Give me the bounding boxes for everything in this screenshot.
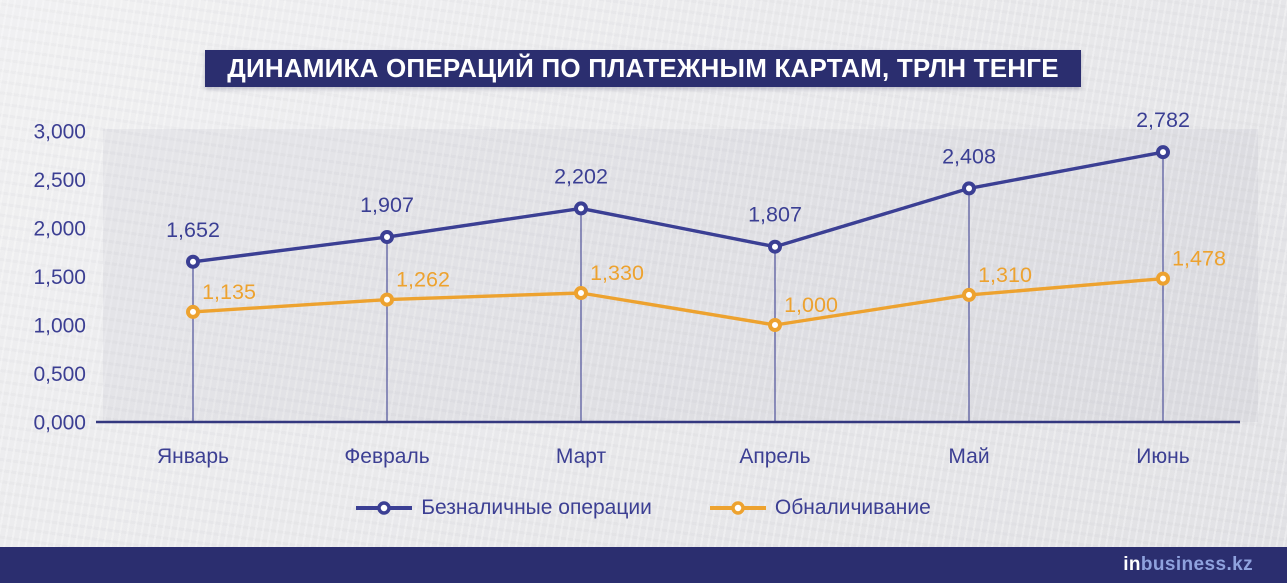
chart-legend: Безналичные операции Обналичивание: [0, 496, 1287, 520]
value-label-1-0: 1,135: [202, 280, 256, 304]
data-point-0-Май: [962, 181, 976, 196]
data-point-1-Март: [574, 285, 588, 300]
value-label-1-3: 1,000: [784, 293, 838, 317]
legend-line-marker-icon: [709, 501, 766, 515]
y-tick-label-3: 1,500: [33, 266, 86, 289]
series-line-0: [192, 150, 1164, 264]
value-label-1-5: 1,478: [1172, 247, 1226, 271]
y-tick-label-0: 0,000: [33, 412, 86, 435]
x-tick-label-4: Май: [948, 445, 989, 468]
value-label-1-2: 1,330: [590, 261, 644, 285]
legend-item-cashless: Безналичные операции: [356, 496, 652, 520]
inbusiness-logo: inbusiness.kz: [1123, 554, 1253, 576]
data-point-0-Июнь: [1156, 145, 1170, 160]
data-point-0-Апрель: [768, 239, 782, 254]
chart-title: ДИНАМИКА ОПЕРАЦИЙ ПО ПЛАТЕЖНЫМ КАРТАМ, Т…: [227, 53, 1059, 83]
value-label-0-0: 1,652: [166, 218, 220, 242]
data-point-1-Февраль: [380, 292, 394, 307]
data-point-0-Январь: [186, 254, 200, 269]
legend-label-cashless: Безналичные операции: [421, 496, 652, 519]
value-label-0-2: 2,202: [554, 164, 608, 188]
y-tick-label-5: 2,500: [33, 169, 86, 192]
series-line-1: [192, 276, 1164, 327]
plot-panel: [103, 129, 1258, 422]
logo-prefix: in: [1123, 554, 1141, 575]
y-tick-label-2: 1,000: [33, 315, 86, 338]
y-tick-label-1: 0,500: [33, 363, 86, 386]
x-tick-label-5: Июнь: [1136, 445, 1189, 468]
line-chart-svg: 1,652 1,907 2,202 1,807 2,408 2,782 1,135 1,262…: [33, 108, 1258, 468]
x-tick-label-2: Март: [556, 445, 607, 468]
value-label-0-1: 1,907: [360, 193, 414, 217]
data-point-1-Июнь: [1156, 271, 1170, 286]
legend-label-cashout: Обналичивание: [774, 496, 931, 519]
chart-title-bar: ДИНАМИКА ОПЕРАЦИЙ ПО ПЛАТЕЖНЫМ КАРТАМ, Т…: [205, 50, 1081, 87]
footer-bar: inbusiness.kz: [0, 547, 1287, 583]
x-tick-label-0: Январь: [157, 445, 229, 468]
y-tick-label-4: 2,000: [33, 218, 86, 241]
x-tick-label-1: Февраль: [344, 445, 429, 468]
logo-suffix: business.kz: [1140, 554, 1253, 575]
value-label-1-1: 1,262: [396, 268, 450, 292]
data-point-1-Январь: [186, 304, 200, 319]
legend-line-marker-icon: [356, 501, 413, 515]
value-label-0-4: 2,408: [942, 144, 996, 168]
x-tick-label-3: Апрель: [739, 445, 810, 468]
data-point-0-Март: [574, 201, 588, 216]
legend-item-cashout: Обналичивание: [709, 496, 931, 520]
value-label-0-3: 1,807: [748, 203, 802, 227]
data-point-1-Май: [962, 287, 976, 302]
value-label-0-5: 2,782: [1136, 108, 1190, 132]
y-tick-label-6: 3,000: [33, 121, 86, 144]
data-point-0-Февраль: [380, 230, 394, 245]
value-label-1-4: 1,310: [978, 263, 1032, 287]
data-point-1-Апрель: [768, 318, 782, 332]
